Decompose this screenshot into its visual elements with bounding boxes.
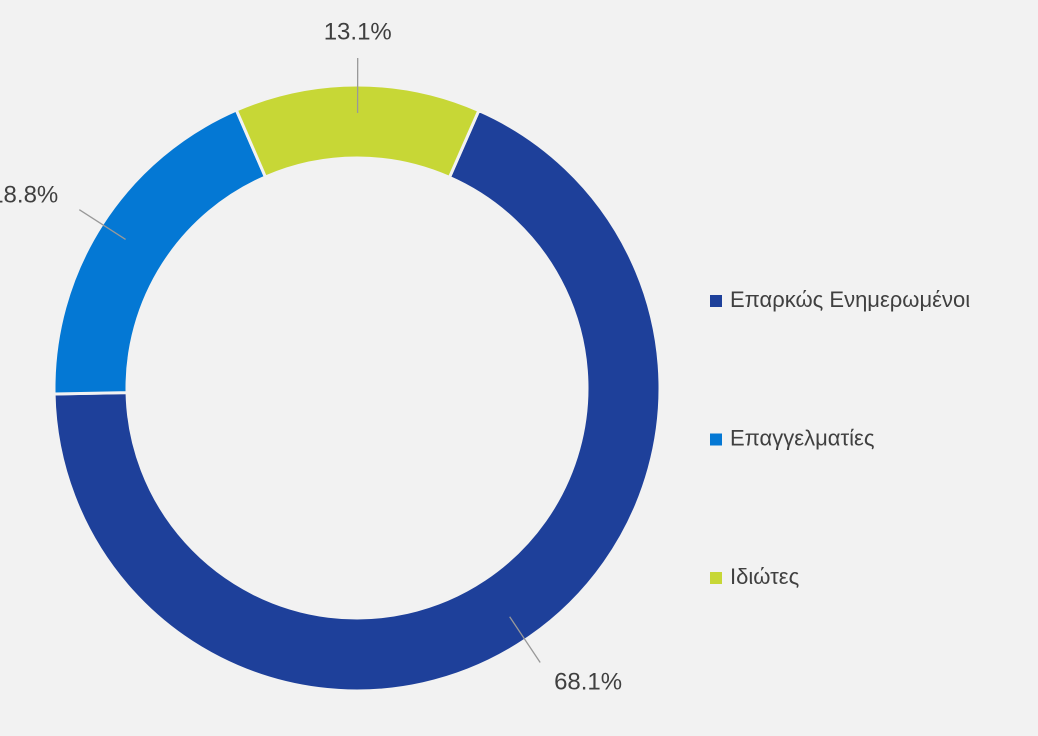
legend-swatch <box>710 572 722 584</box>
donut-segment <box>52 108 662 693</box>
legend-label: Επαγγελματίες <box>730 425 874 450</box>
leader-line <box>509 616 541 663</box>
data-label: 68.1% <box>554 669 622 696</box>
leader-line <box>78 209 126 240</box>
donut-segment <box>234 83 481 180</box>
legend-label: Επαρκώς Ενημερωμένοι <box>730 287 970 312</box>
data-label: 13.1% <box>324 18 392 45</box>
data-label: 18.8% <box>0 182 58 209</box>
legend-swatch <box>710 433 722 446</box>
legend-swatch <box>710 295 722 307</box>
legend-label: Ιδιώτες <box>730 564 799 589</box>
